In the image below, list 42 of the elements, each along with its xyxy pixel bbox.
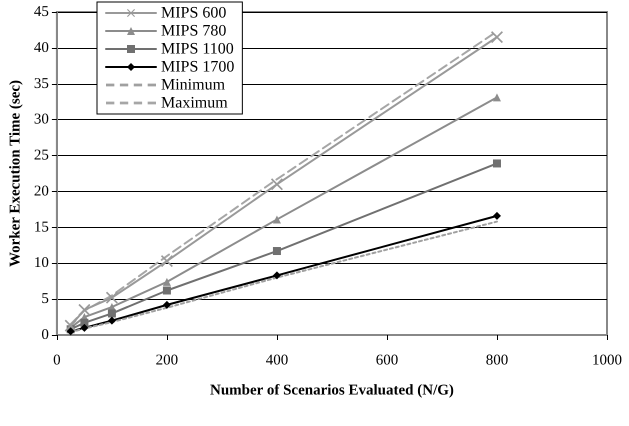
legend-label: MIPS 780 <box>161 22 226 40</box>
x-axis-title: Number of Scenarios Evaluated (N/G) <box>210 382 454 398</box>
point <box>272 215 281 224</box>
y-tick-label: 30 <box>34 112 49 128</box>
y-tick-label: 0 <box>41 327 49 343</box>
legend-label: MIPS 600 <box>161 4 226 22</box>
point <box>490 31 503 44</box>
legend-label: MIPS 1100 <box>161 40 234 58</box>
point <box>162 278 171 286</box>
point <box>108 309 116 318</box>
x-tick-label: 200 <box>156 352 178 368</box>
legend-label: MIPS 1700 <box>161 58 234 76</box>
point <box>64 320 77 332</box>
y-tick-label: 10 <box>34 255 49 272</box>
point <box>272 271 281 280</box>
y-tick-label: 40 <box>34 40 49 56</box>
y-tick-label: 25 <box>34 148 49 164</box>
legend-label: Minimum <box>161 76 226 94</box>
legend-label: Maximum <box>161 94 228 112</box>
y-tick-label: 45 <box>34 4 49 20</box>
point <box>108 316 116 325</box>
point <box>78 304 90 316</box>
point <box>106 292 118 304</box>
point <box>492 93 501 102</box>
x-tick-label: 600 <box>376 352 398 368</box>
x-tick-label: 0 <box>53 352 61 368</box>
x-tick-label: 400 <box>266 352 288 368</box>
point <box>162 300 171 309</box>
y-tick-label: 35 <box>34 76 49 92</box>
point <box>492 212 501 220</box>
point <box>492 159 501 168</box>
point <box>272 247 281 256</box>
point <box>270 178 283 190</box>
x-tick-label: 800 <box>486 352 508 368</box>
point <box>162 286 171 294</box>
point <box>80 324 88 332</box>
point <box>160 255 173 268</box>
y-tick-label: 5 <box>41 291 49 308</box>
y-axis-title: Worker Execution Time (sec) <box>8 80 24 268</box>
y-tick-label: 15 <box>34 219 49 236</box>
y-tick-label: 20 <box>34 183 49 200</box>
x-tick-label: 1000 <box>592 352 622 368</box>
